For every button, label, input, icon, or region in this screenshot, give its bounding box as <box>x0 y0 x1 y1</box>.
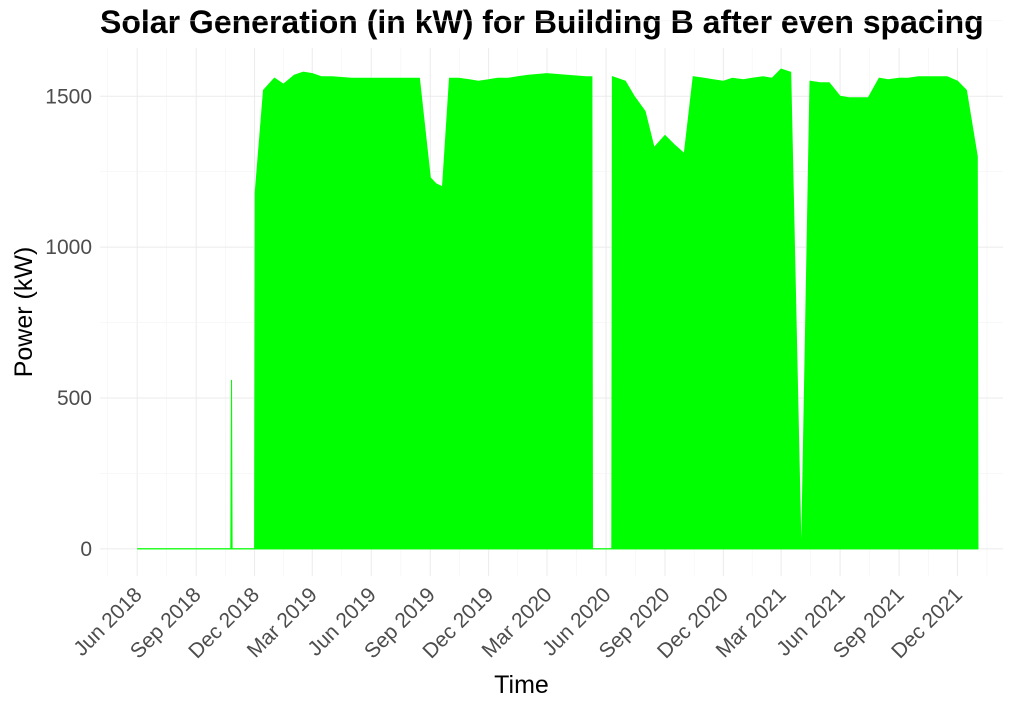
y-axis-ticks: 0 500 1000 1500 <box>45 85 92 561</box>
y-tick-label: 1000 <box>45 236 92 259</box>
y-tick-label: 0 <box>80 538 92 561</box>
y-tick-label: 1500 <box>45 85 92 108</box>
chart-title: Solar Generation (in kW) for Building B … <box>100 4 984 40</box>
x-axis-title: Time <box>494 671 549 699</box>
y-tick-label: 500 <box>57 387 92 410</box>
series-layer <box>137 68 979 550</box>
y-axis-title: Power (kW) <box>10 247 38 378</box>
series-area <box>137 68 979 550</box>
